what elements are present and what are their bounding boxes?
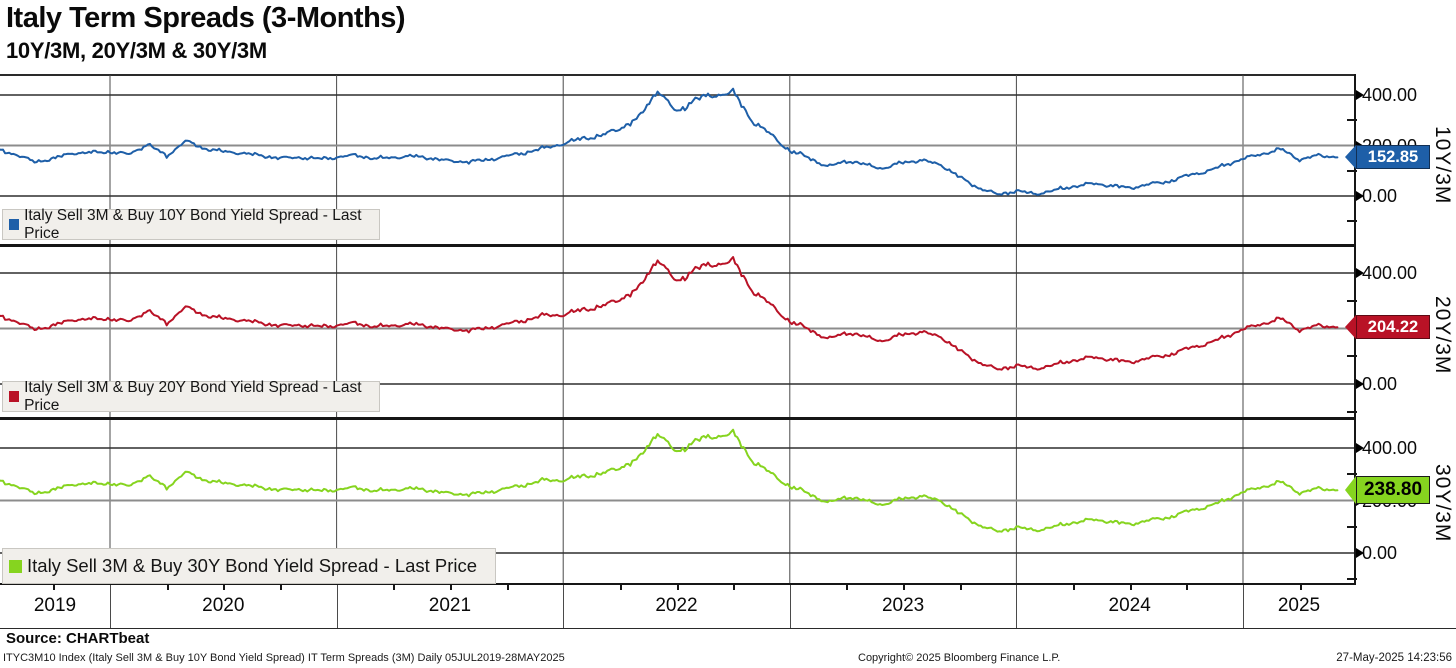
panel-10y3m <box>0 75 1356 244</box>
y-tick-arrow-icon <box>1356 379 1364 389</box>
y-tick-arrow-icon <box>1356 90 1364 100</box>
x-grid-extension <box>110 585 111 628</box>
y-tick-label: 400.00 <box>1362 263 1418 283</box>
panel-top-border <box>0 74 1356 76</box>
last-price-label-30y3m: 238.80 <box>1345 476 1430 505</box>
x-year-label: 2023 <box>881 595 925 616</box>
legend-label-10y3m: Italy Sell 3M & Buy 10Y Bond Yield Sprea… <box>24 206 362 242</box>
y-tick-label: 400.00 <box>1362 85 1418 105</box>
x-minor-tick <box>1073 585 1076 590</box>
y-minor-tick <box>1347 410 1357 413</box>
legend-30y3m: Italy Sell 3M & Buy 30Y Bond Yield Sprea… <box>2 548 496 584</box>
x-minor-tick <box>279 585 282 590</box>
x-grid-extension <box>1243 585 1244 628</box>
y-tick-arrow-icon <box>1356 548 1364 558</box>
x-minor-tick <box>846 585 849 590</box>
x-minor-tick <box>676 585 679 590</box>
panel-separator <box>0 244 1356 247</box>
last-price-value-20y3m: 204.22 <box>1356 315 1430 340</box>
y-minor-tick <box>1347 473 1357 476</box>
last-price-label-10y3m: 152.85 <box>1345 145 1430 170</box>
legend-20y3m: Italy Sell 3M & Buy 20Y Bond Yield Sprea… <box>2 378 380 414</box>
y-minor-tick <box>1347 578 1357 581</box>
x-minor-tick <box>53 585 56 590</box>
x-minor-tick <box>733 585 736 590</box>
bottom-axis-line <box>0 583 1356 585</box>
y-tick-arrow-icon <box>1356 443 1364 453</box>
source-note: Source: CHARTbeat <box>6 630 150 647</box>
panel-axis-label-10y3m: 10Y/3M <box>1431 125 1454 205</box>
x-minor-tick <box>506 585 509 590</box>
y-minor-tick <box>1347 299 1357 302</box>
x-minor-tick <box>1186 585 1189 590</box>
x-year-label: 2020 <box>202 595 245 616</box>
y-tick-label: 0.00 <box>1362 374 1398 394</box>
x-year-label: 2021 <box>428 595 472 616</box>
x-minor-tick <box>1299 585 1302 590</box>
y-tick-label: 0.00 <box>1362 543 1398 563</box>
last-price-value-30y3m: 238.80 <box>1356 476 1430 505</box>
price-label-arrow-icon <box>1345 145 1356 170</box>
x-grid-extension <box>563 585 565 628</box>
x-year-label: 2022 <box>655 595 698 616</box>
legend-10y3m: Italy Sell 3M & Buy 10Y Bond Yield Sprea… <box>2 206 380 242</box>
y-minor-tick <box>1347 169 1357 172</box>
panel-axis-label-30y3m: 30Y/3M <box>1431 463 1454 543</box>
legend-swatch-10y3m <box>9 219 20 230</box>
chart-subtitle: 10Y/3M, 20Y/3M & 30Y/3M <box>6 38 267 63</box>
x-year-label: 2019 <box>33 595 77 616</box>
x-minor-tick <box>449 585 452 590</box>
panel-axis-label-20y3m: 20Y/3M <box>1431 295 1454 375</box>
y-minor-tick <box>1347 355 1357 358</box>
price-label-arrow-icon <box>1345 476 1356 505</box>
y-tick-arrow-icon <box>1356 191 1364 201</box>
x-grid-extension <box>1016 585 1018 628</box>
x-minor-tick <box>903 585 906 590</box>
copyright-line: Copyright© 2025 Bloomberg Finance L.P. <box>858 652 1061 664</box>
y-tick-label: 0.00 <box>1362 186 1398 206</box>
last-price-label-20y3m: 204.22 <box>1345 315 1430 340</box>
y-tick-arrow-icon <box>1356 268 1364 278</box>
axis-strip-bottom-border <box>0 628 1456 629</box>
ticker-info-line: ITYC3M10 Index (Italy Sell 3M & Buy 10Y … <box>3 652 565 664</box>
x-year-label: 2025 <box>1277 595 1321 616</box>
x-minor-tick <box>393 585 396 590</box>
legend-label-30y3m: Italy Sell 3M & Buy 30Y Bond Yield Sprea… <box>27 555 478 576</box>
chart-title: Italy Term Spreads (3-Months) <box>6 2 406 34</box>
panel-separator <box>0 417 1356 420</box>
x-year-label: 2024 <box>1108 595 1151 616</box>
x-minor-tick <box>959 585 962 590</box>
x-minor-tick <box>166 585 169 590</box>
y-minor-tick <box>1347 525 1357 528</box>
x-minor-tick <box>619 585 622 590</box>
y-tick-label: 400.00 <box>1362 438 1418 458</box>
legend-label-20y3m: Italy Sell 3M & Buy 20Y Bond Yield Sprea… <box>24 378 362 414</box>
x-grid-extension <box>789 585 791 628</box>
legend-swatch-20y3m <box>9 391 20 402</box>
spread-line-10y3m <box>0 75 1356 244</box>
x-grid-extension <box>336 585 338 628</box>
price-label-arrow-icon <box>1345 315 1356 340</box>
legend-swatch-30y3m <box>9 559 22 573</box>
print-timestamp: 27-May-2025 14:23:56 <box>1336 652 1452 664</box>
x-minor-tick <box>1129 585 1132 590</box>
x-minor-tick <box>223 585 226 590</box>
last-price-value-10y3m: 152.85 <box>1356 145 1430 170</box>
y-minor-tick <box>1347 119 1357 122</box>
y-minor-tick <box>1347 220 1357 223</box>
